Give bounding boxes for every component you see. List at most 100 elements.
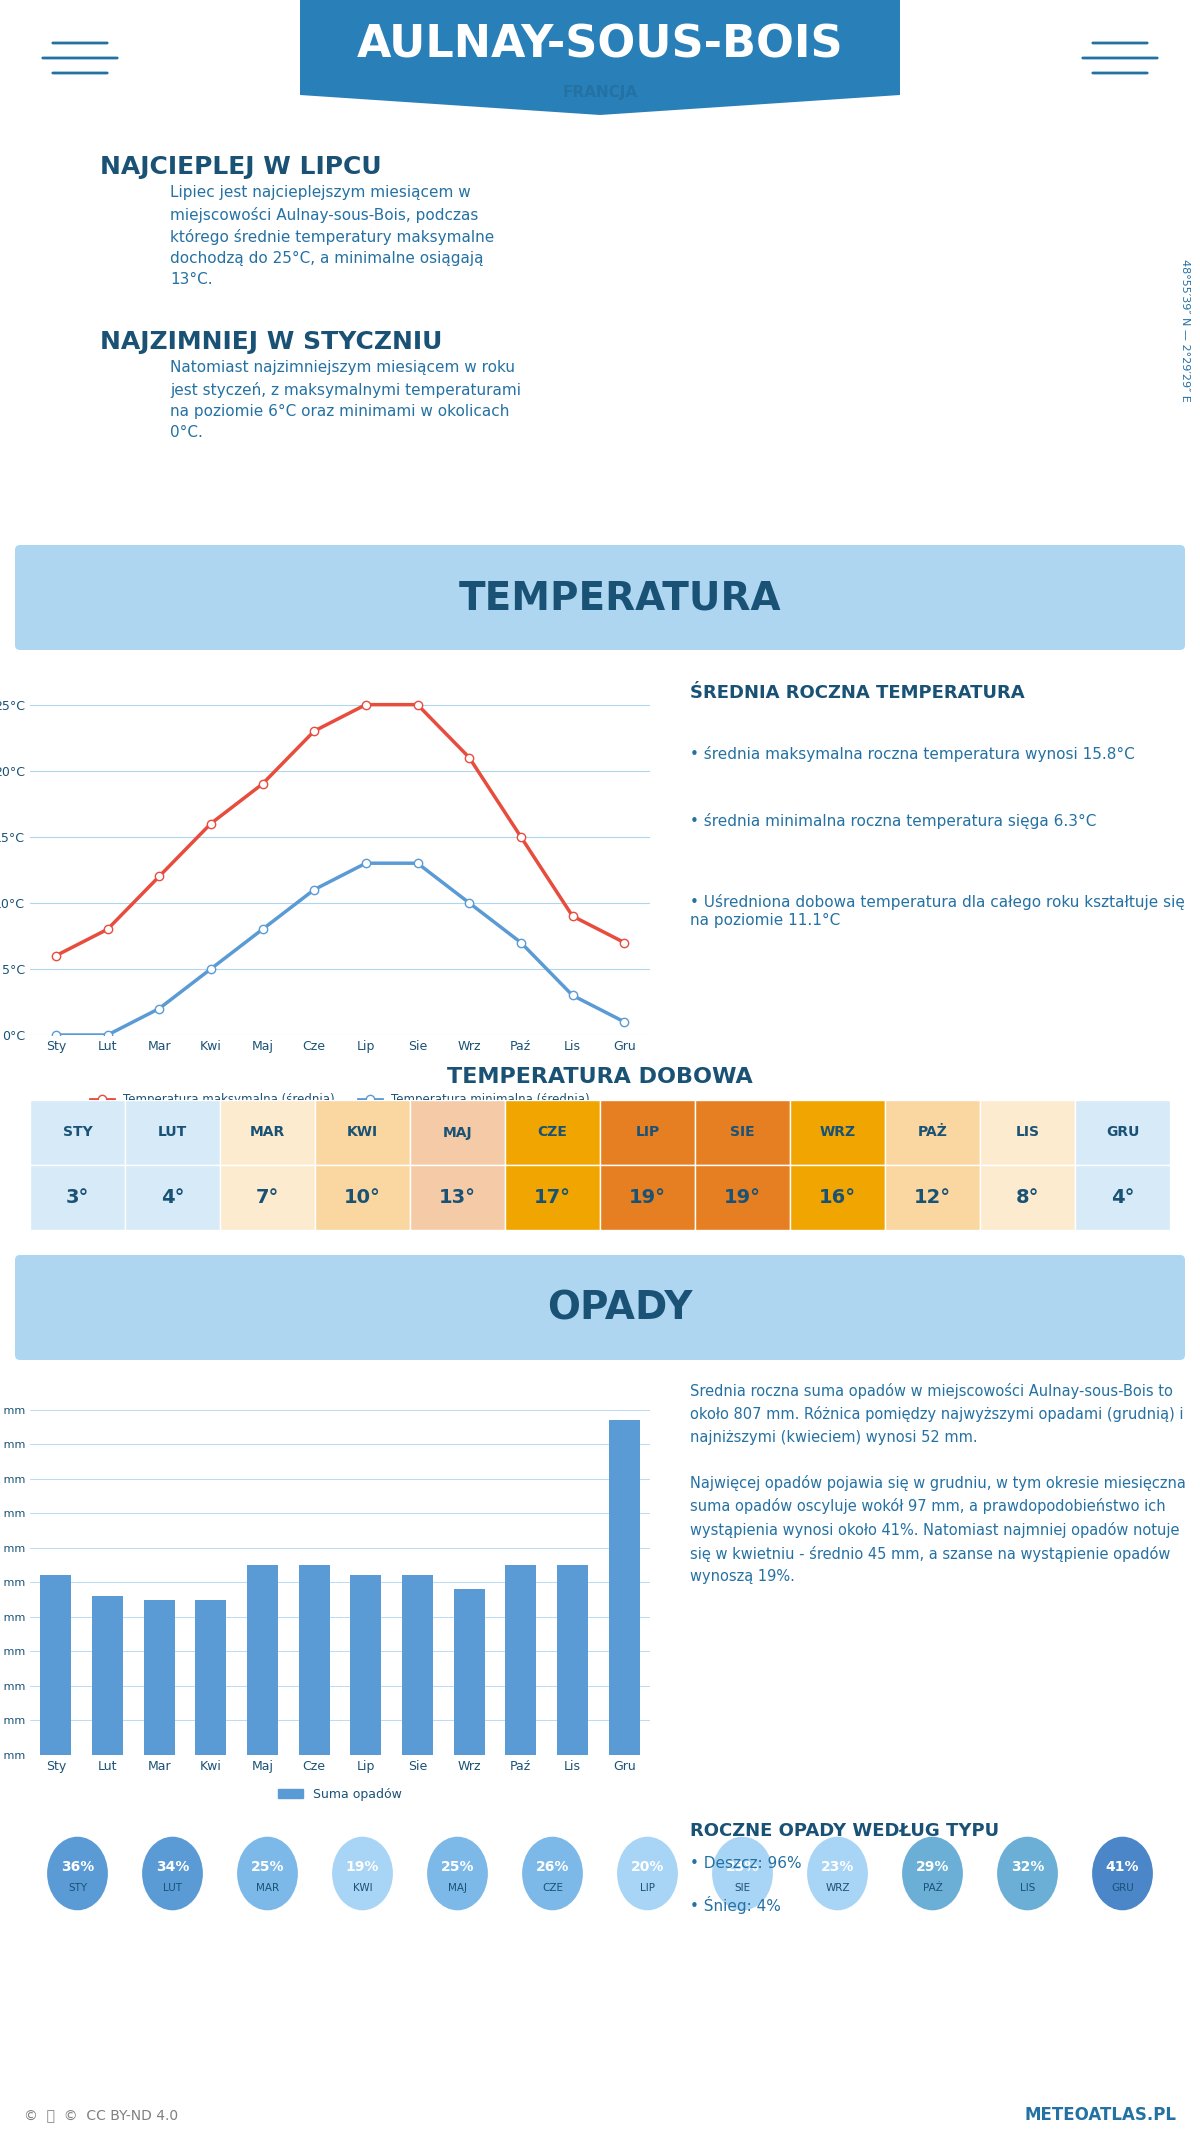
Bar (557, 1564, 588, 1755)
Text: 19°: 19° (724, 1188, 761, 1207)
Text: 17°: 17° (534, 1188, 571, 1207)
Circle shape (238, 1836, 298, 1911)
Text: WRZ: WRZ (826, 1883, 850, 1894)
Text: GRU: GRU (1111, 1883, 1134, 1894)
Circle shape (47, 1836, 108, 1911)
Text: LUT: LUT (163, 1883, 182, 1894)
Text: MAR: MAR (250, 1126, 286, 1138)
FancyBboxPatch shape (505, 1100, 600, 1164)
Text: • Uśredniona dobowa temperatura dla całego roku kształtuje się na poziomie 11.1°: • Uśredniona dobowa temperatura dla całe… (690, 895, 1184, 929)
FancyBboxPatch shape (980, 1164, 1075, 1230)
FancyBboxPatch shape (314, 1164, 410, 1230)
Bar (196, 1599, 227, 1755)
FancyBboxPatch shape (30, 1164, 125, 1230)
Text: MAR: MAR (256, 1883, 280, 1894)
Text: LIS: LIS (1015, 1126, 1039, 1138)
Text: KWI: KWI (353, 1883, 372, 1894)
Bar (41, 1575, 71, 1755)
FancyBboxPatch shape (886, 1100, 980, 1164)
Text: CZE: CZE (542, 1883, 563, 1894)
FancyBboxPatch shape (600, 1164, 695, 1230)
Text: STY: STY (62, 1126, 92, 1138)
Text: LIP: LIP (635, 1126, 660, 1138)
Text: • Deszcz: 96%: • Deszcz: 96% (690, 1855, 802, 1870)
FancyBboxPatch shape (600, 1100, 695, 1164)
Text: SZANSA OPADÓW: SZANSA OPADÓW (511, 1789, 689, 1806)
Bar (505, 1564, 536, 1755)
FancyBboxPatch shape (125, 1100, 220, 1164)
Text: OPADY: OPADY (547, 1288, 692, 1327)
Bar (402, 1575, 433, 1755)
Polygon shape (300, 0, 900, 116)
Legend: Suma opadów: Suma opadów (274, 1783, 407, 1806)
FancyBboxPatch shape (505, 1164, 600, 1230)
FancyBboxPatch shape (790, 1100, 886, 1164)
Text: CZE: CZE (538, 1126, 568, 1138)
Circle shape (142, 1836, 203, 1911)
FancyBboxPatch shape (125, 1164, 220, 1230)
FancyBboxPatch shape (410, 1100, 505, 1164)
Text: 19°: 19° (629, 1188, 666, 1207)
Circle shape (997, 1836, 1058, 1911)
Text: ŚREDNIA ROCZNA TEMPERATURA: ŚREDNIA ROCZNA TEMPERATURA (690, 683, 1025, 702)
Text: AULNAY-SOUS-BOIS: AULNAY-SOUS-BOIS (356, 24, 844, 66)
FancyBboxPatch shape (790, 1164, 886, 1230)
Text: 34%: 34% (156, 1860, 190, 1875)
Circle shape (808, 1836, 868, 1911)
FancyBboxPatch shape (0, 0, 1200, 116)
Text: LIS: LIS (1020, 1883, 1036, 1894)
Text: • Śnieg: 4%: • Śnieg: 4% (690, 1896, 781, 1915)
Circle shape (332, 1836, 392, 1911)
Text: SIE: SIE (734, 1883, 750, 1894)
FancyBboxPatch shape (30, 1100, 125, 1164)
Text: TEMPERATURA DOBOWA: TEMPERATURA DOBOWA (448, 1068, 752, 1087)
Bar (454, 1590, 485, 1755)
Bar (144, 1599, 175, 1755)
Text: ©  ⓘ  ©  CC BY-ND 4.0: © ⓘ © CC BY-ND 4.0 (24, 2108, 178, 2123)
Text: 12°: 12° (914, 1188, 952, 1207)
FancyBboxPatch shape (695, 1164, 790, 1230)
Text: SIE: SIE (730, 1126, 755, 1138)
FancyBboxPatch shape (220, 1100, 314, 1164)
Text: MAJ: MAJ (448, 1883, 467, 1894)
FancyBboxPatch shape (14, 1254, 1186, 1361)
Text: • średnia maksymalna roczna temperatura wynosi 15.8°C: • średnia maksymalna roczna temperatura … (690, 747, 1134, 762)
Text: 7°: 7° (256, 1188, 280, 1207)
FancyBboxPatch shape (0, 116, 1200, 546)
Text: 25%: 25% (251, 1860, 284, 1875)
Text: 48°55′39″ N — 2°29′29″ E: 48°55′39″ N — 2°29′29″ E (1180, 259, 1190, 402)
Bar (92, 1596, 124, 1755)
FancyBboxPatch shape (695, 1100, 790, 1164)
Legend: Temperatura maksymalna (średnia), Temperatura minimalna (średnia): Temperatura maksymalna (średnia), Temper… (85, 1087, 595, 1111)
Text: Srednia roczna suma opadów w miejscowości Aulnay-sous-Bois to około 807 mm. Różn: Srednia roczna suma opadów w miejscowośc… (690, 1382, 1186, 1584)
Text: 25%: 25% (440, 1860, 474, 1875)
Text: 10°: 10° (344, 1188, 380, 1207)
Text: STY: STY (68, 1883, 88, 1894)
Text: 20%: 20% (631, 1860, 664, 1875)
Circle shape (617, 1836, 678, 1911)
Text: LIP: LIP (640, 1883, 655, 1894)
Text: NAJCIEPLEJ W LIPCU: NAJCIEPLEJ W LIPCU (100, 154, 382, 180)
Text: 19%: 19% (346, 1860, 379, 1875)
Bar (350, 1575, 382, 1755)
Bar (299, 1564, 330, 1755)
Text: GRU: GRU (1106, 1126, 1139, 1138)
Text: 23%: 23% (821, 1860, 854, 1875)
Text: 36%: 36% (61, 1860, 94, 1875)
Circle shape (712, 1836, 773, 1911)
FancyBboxPatch shape (410, 1164, 505, 1230)
Text: KWI: KWI (347, 1126, 378, 1138)
FancyBboxPatch shape (1075, 1100, 1170, 1164)
Bar (247, 1564, 278, 1755)
Circle shape (1092, 1836, 1153, 1911)
Text: FRANCJA: FRANCJA (563, 86, 637, 101)
Text: 8°: 8° (1015, 1188, 1039, 1207)
FancyBboxPatch shape (314, 1100, 410, 1164)
Text: 4°: 4° (1111, 1188, 1134, 1207)
FancyBboxPatch shape (220, 1164, 314, 1230)
Text: • średnia minimalna roczna temperatura sięga 6.3°C: • średnia minimalna roczna temperatura s… (690, 813, 1096, 828)
Text: 32%: 32% (1010, 1860, 1044, 1875)
Text: WRZ: WRZ (820, 1126, 856, 1138)
Circle shape (902, 1836, 962, 1911)
Circle shape (427, 1836, 488, 1911)
